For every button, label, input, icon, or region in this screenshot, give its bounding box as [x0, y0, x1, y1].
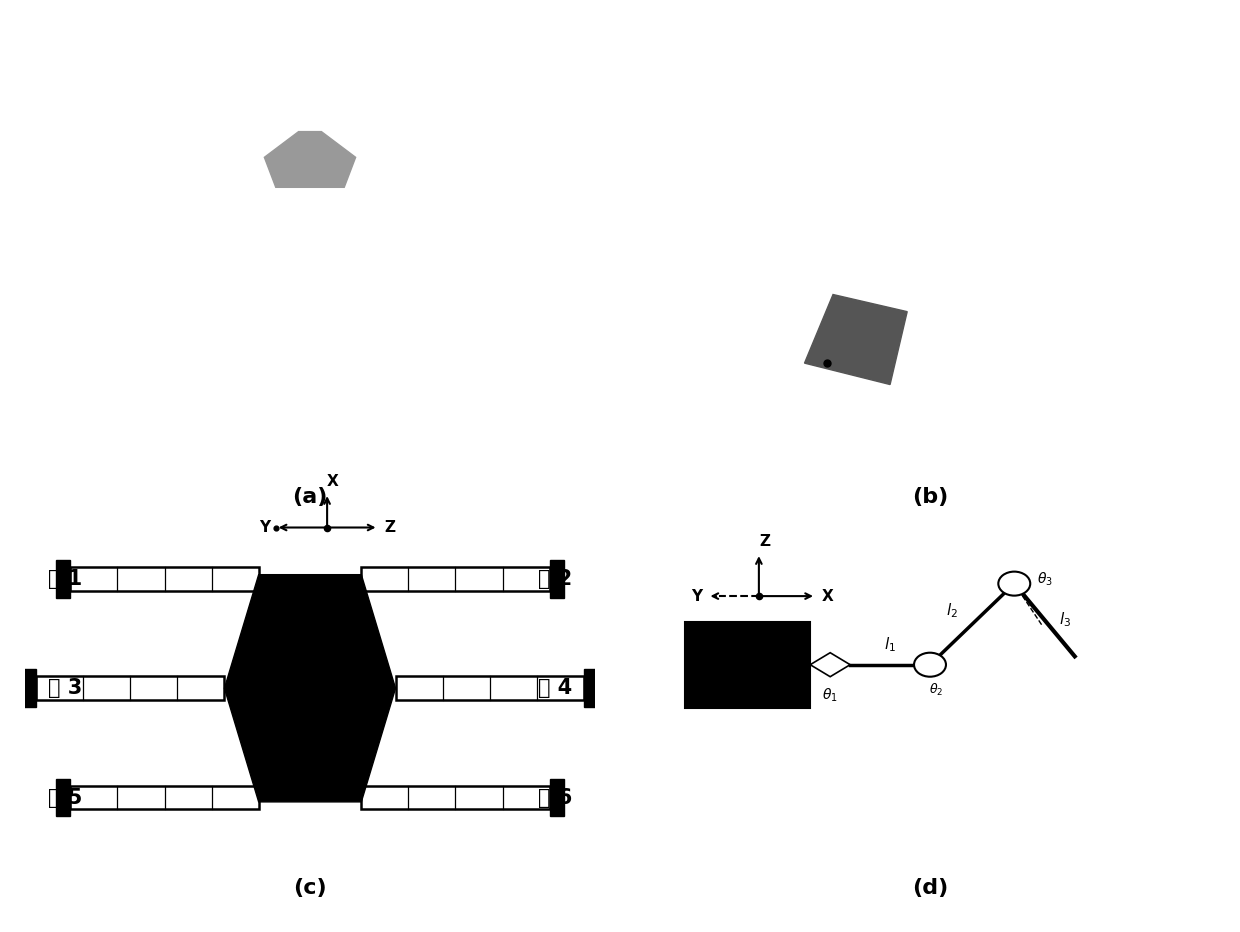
Polygon shape	[150, 136, 196, 166]
Text: $l_1$: $l_1$	[884, 636, 897, 654]
Text: (c): (c)	[293, 878, 327, 898]
Text: X: X	[822, 589, 833, 604]
Polygon shape	[224, 575, 396, 802]
Polygon shape	[667, 97, 753, 123]
Bar	[684, 622, 810, 707]
Polygon shape	[82, 149, 236, 217]
Polygon shape	[810, 652, 851, 677]
Text: $\theta_2$: $\theta_2$	[929, 682, 942, 698]
Point	[749, 589, 769, 604]
Polygon shape	[748, 200, 930, 397]
Polygon shape	[378, 278, 538, 329]
Text: 脹 1: 脹 1	[47, 569, 82, 589]
Polygon shape	[53, 243, 224, 273]
Polygon shape	[384, 243, 567, 278]
Text: Z: Z	[759, 534, 770, 549]
Polygon shape	[82, 286, 236, 337]
Text: (d): (d)	[911, 878, 949, 898]
Bar	[56, 779, 71, 816]
Text: (b): (b)	[911, 487, 949, 507]
Point	[265, 520, 285, 535]
Bar	[22, 669, 36, 707]
Text: $\theta_1$: $\theta_1$	[822, 686, 838, 704]
Polygon shape	[378, 158, 538, 226]
Polygon shape	[424, 136, 470, 166]
Text: 脹 4: 脹 4	[538, 678, 573, 698]
Text: 脹 6: 脹 6	[538, 788, 573, 808]
Bar	[584, 669, 598, 707]
Bar	[396, 677, 584, 700]
Point	[425, 81, 445, 96]
Bar	[36, 677, 224, 700]
Polygon shape	[236, 226, 384, 278]
Text: (a): (a)	[293, 487, 327, 507]
Text: 脹 3: 脹 3	[47, 678, 82, 698]
Text: $l_3$: $l_3$	[1059, 610, 1071, 629]
Text: 脹 5: 脹 5	[47, 788, 82, 808]
Text: X: X	[327, 474, 339, 489]
Bar	[361, 568, 549, 591]
Point	[317, 520, 337, 535]
Polygon shape	[264, 131, 356, 187]
Text: Y: Y	[259, 520, 270, 535]
Point	[175, 73, 195, 88]
Polygon shape	[805, 295, 908, 385]
Bar	[361, 786, 549, 809]
Point	[817, 356, 837, 371]
Bar	[71, 786, 259, 809]
Polygon shape	[247, 153, 373, 226]
Text: $l_2$: $l_2$	[946, 601, 957, 620]
Text: Z: Z	[384, 520, 396, 535]
Bar	[71, 568, 259, 591]
Circle shape	[998, 571, 1030, 596]
Bar	[549, 560, 564, 597]
Circle shape	[914, 652, 946, 677]
Polygon shape	[673, 140, 753, 166]
Text: Y: Y	[691, 589, 702, 604]
Bar	[56, 560, 71, 597]
Polygon shape	[919, 268, 970, 281]
Bar	[549, 779, 564, 816]
Text: 脹 2: 脹 2	[538, 569, 573, 589]
Text: $\theta_3$: $\theta_3$	[1037, 570, 1053, 588]
